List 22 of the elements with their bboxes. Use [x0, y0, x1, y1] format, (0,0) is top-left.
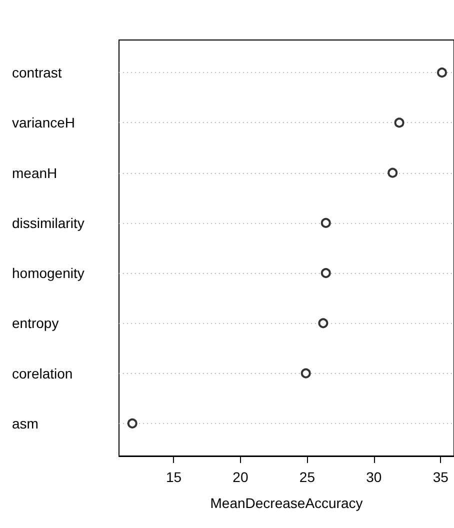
y-tick-label: entropy — [12, 315, 59, 332]
x-tick-label: 35 — [432, 469, 449, 485]
point — [320, 218, 331, 228]
point — [318, 318, 328, 328]
point — [300, 368, 311, 378]
y-tick-label: asm — [12, 415, 38, 432]
x-tick-label: 25 — [299, 469, 316, 485]
y-tick-label: varianceH — [12, 114, 76, 131]
y-tick-label: dissimilarity — [12, 214, 84, 231]
point — [388, 168, 398, 178]
y-tick-label: homogenity — [12, 265, 84, 282]
y-tick-label: corelation — [12, 365, 73, 382]
x-tick-label: 20 — [232, 469, 248, 485]
x-axis-title: MeanDecreaseAccuracy — [210, 495, 363, 511]
point — [394, 118, 404, 128]
y-tick-label: contrast — [12, 64, 62, 81]
point — [320, 268, 331, 278]
y-tick-label: meanH — [12, 164, 58, 181]
x-tick-label: 30 — [366, 469, 382, 485]
point — [436, 68, 447, 78]
x-tick-label: 15 — [166, 469, 182, 485]
point — [127, 418, 138, 428]
